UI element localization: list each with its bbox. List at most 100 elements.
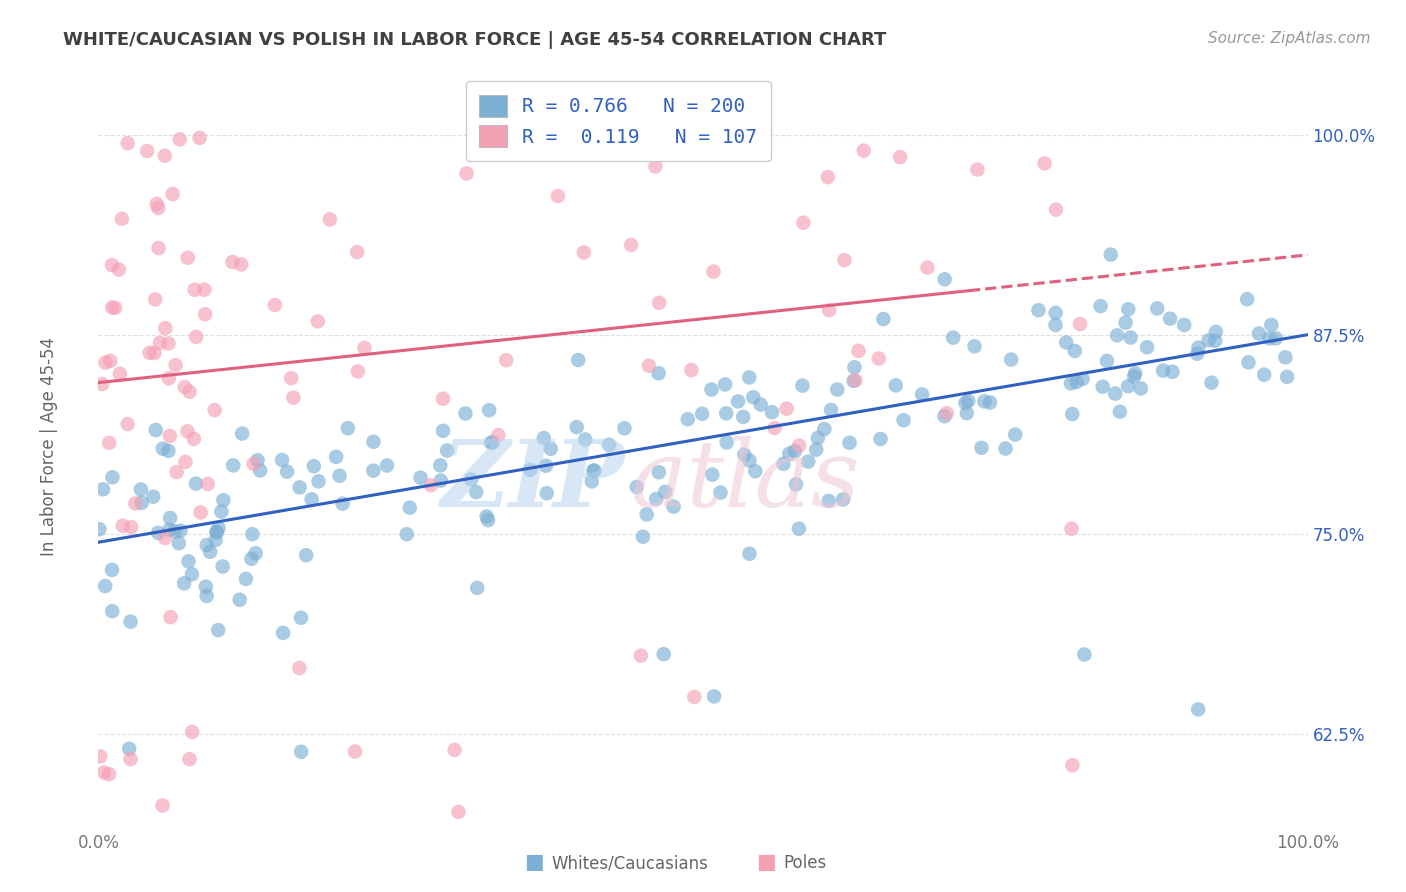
Point	[979, 395, 1001, 409]
Point	[222, 458, 245, 473]
Point	[818, 303, 841, 318]
Point	[179, 384, 201, 399]
Point	[288, 661, 311, 675]
Point	[136, 144, 159, 158]
Point	[1119, 330, 1142, 344]
Point	[1116, 379, 1139, 393]
Point	[176, 424, 198, 438]
Point	[231, 257, 253, 271]
Point	[120, 615, 142, 629]
Point	[742, 390, 765, 404]
Point	[1258, 331, 1281, 345]
Point	[817, 494, 839, 508]
Point	[1152, 363, 1174, 377]
Point	[145, 197, 167, 211]
Point	[198, 545, 221, 559]
Point	[195, 538, 218, 552]
Point	[872, 312, 894, 326]
Point	[783, 444, 806, 458]
Point	[319, 212, 342, 227]
Point	[1198, 334, 1220, 348]
Point	[1033, 156, 1056, 170]
Point	[363, 464, 385, 478]
Point	[1108, 405, 1130, 419]
Point	[142, 490, 165, 504]
Legend: R = 0.766   N = 200, R =  0.119   N = 107: R = 0.766 N = 200, R = 0.119 N = 107	[465, 81, 770, 161]
Text: ■: ■	[524, 853, 544, 872]
Point	[120, 520, 142, 534]
Point	[620, 238, 643, 252]
Point	[479, 435, 502, 450]
Point	[207, 623, 229, 637]
Point	[177, 554, 200, 568]
Point	[1069, 317, 1091, 331]
Point	[1116, 302, 1139, 317]
Point	[1060, 522, 1083, 536]
Point	[613, 421, 636, 435]
Point	[1060, 376, 1083, 391]
Point	[787, 439, 810, 453]
Point	[240, 527, 263, 541]
Point	[308, 475, 330, 489]
Point	[181, 724, 204, 739]
Point	[283, 391, 305, 405]
Text: Whites/Caucasians: Whites/Caucasians	[551, 855, 709, 872]
Point	[212, 493, 235, 508]
Point	[842, 374, 865, 388]
Point	[183, 432, 205, 446]
Point	[848, 343, 870, 358]
Point	[1187, 347, 1209, 361]
Point	[1045, 202, 1067, 217]
Point	[429, 458, 451, 473]
Point	[120, 752, 142, 766]
Point	[163, 524, 186, 539]
Point	[834, 253, 856, 268]
Point	[101, 604, 124, 618]
Point	[676, 412, 699, 426]
Point	[155, 321, 177, 335]
Point	[645, 491, 668, 506]
Point	[157, 336, 180, 351]
Point	[533, 431, 555, 445]
Point	[290, 611, 312, 625]
Point	[188, 131, 211, 145]
Point	[792, 216, 814, 230]
Point	[91, 483, 114, 497]
Point	[775, 401, 797, 416]
Point	[1071, 372, 1094, 386]
Point	[432, 424, 454, 438]
Point	[1054, 335, 1077, 350]
Point	[838, 435, 860, 450]
Point	[101, 563, 124, 577]
Point	[375, 458, 398, 473]
Point	[101, 470, 124, 484]
Point	[89, 749, 111, 764]
Point	[1187, 702, 1209, 716]
Point	[276, 465, 298, 479]
Point	[353, 341, 375, 355]
Point	[157, 371, 180, 385]
Point	[1260, 318, 1282, 332]
Point	[738, 547, 761, 561]
Point	[486, 428, 509, 442]
Point	[1028, 303, 1050, 318]
Point	[235, 572, 257, 586]
Point	[447, 805, 470, 819]
Point	[567, 353, 589, 368]
Point	[89, 522, 111, 536]
Point	[690, 407, 713, 421]
Point	[329, 468, 352, 483]
Point	[454, 407, 477, 421]
Point	[104, 301, 127, 315]
Point	[852, 144, 875, 158]
Point	[772, 457, 794, 471]
Point	[186, 330, 208, 344]
Point	[727, 394, 749, 409]
Point	[1095, 354, 1118, 368]
Point	[419, 478, 441, 492]
Point	[1004, 427, 1026, 442]
Point	[264, 298, 287, 312]
Point	[1146, 301, 1168, 316]
Point	[1237, 355, 1260, 369]
Point	[1274, 351, 1296, 365]
